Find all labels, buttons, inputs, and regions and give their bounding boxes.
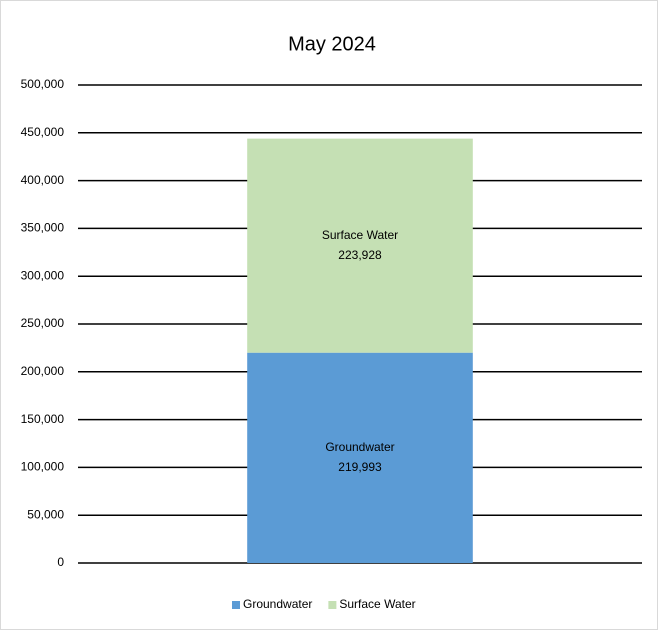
y-tick-label: 300,000 <box>21 268 65 282</box>
y-tick-label: 500,000 <box>21 77 65 91</box>
y-tick-label: 100,000 <box>21 460 65 474</box>
bar-segment <box>247 138 473 353</box>
y-tick-label: 400,000 <box>21 173 65 187</box>
legend-swatch <box>328 601 337 609</box>
legend-swatch <box>232 601 240 609</box>
y-tick-label: 350,000 <box>21 221 65 235</box>
y-tick-label: 0 <box>57 555 64 569</box>
data-label: 219,993 <box>338 460 382 474</box>
y-tick-label: 150,000 <box>21 412 65 426</box>
y-tick-label: 450,000 <box>21 125 65 139</box>
data-label-name: Surface Water <box>322 228 398 242</box>
legend-label: Surface Water <box>339 597 415 611</box>
y-tick-label: 200,000 <box>21 364 65 378</box>
data-label-name: Groundwater <box>325 440 394 454</box>
legend-label: Groundwater <box>243 597 312 611</box>
data-label: 223,928 <box>338 248 382 262</box>
y-tick-label: 250,000 <box>21 316 65 330</box>
y-tick-label: 50,000 <box>27 507 64 521</box>
chart-title: May 2024 <box>288 33 376 55</box>
bar-segment <box>247 352 473 563</box>
